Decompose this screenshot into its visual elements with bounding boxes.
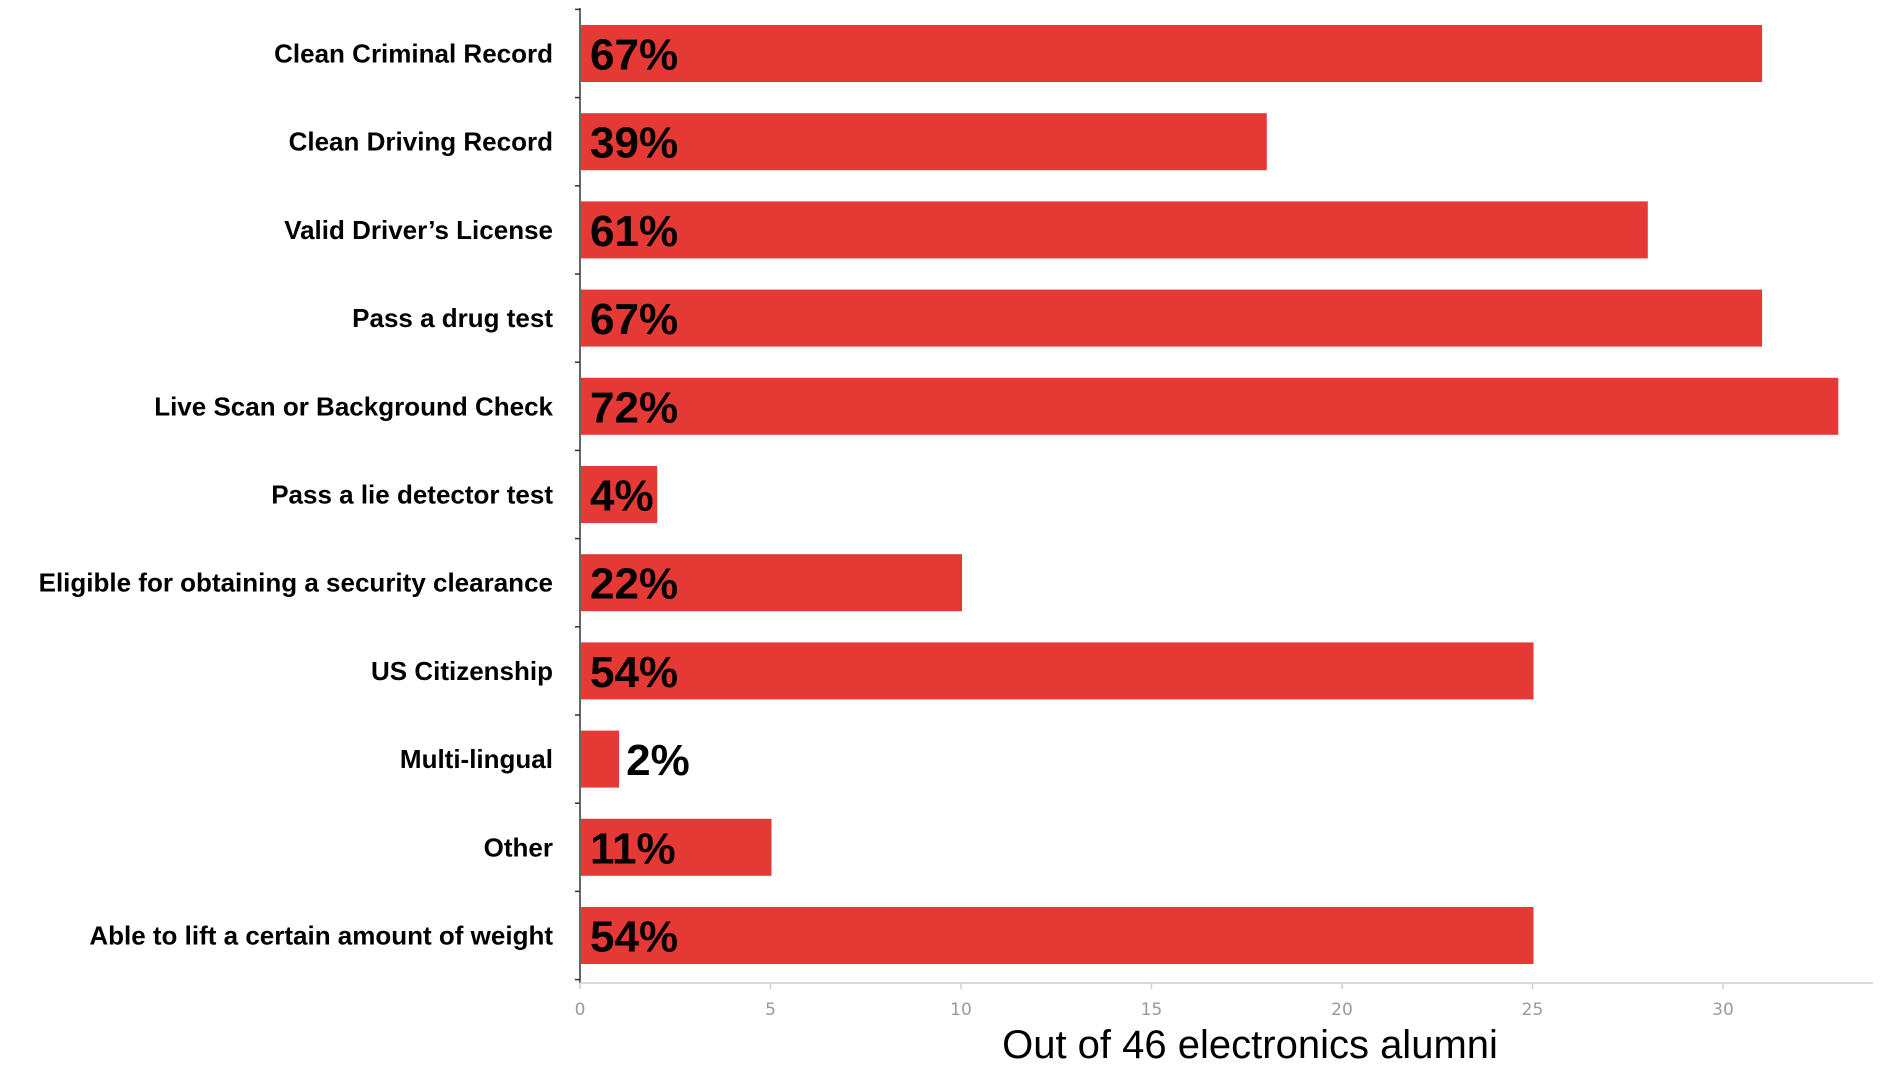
x-tick-label: 30 [1712,1000,1734,1020]
category-label: Eligible for obtaining a security cleara… [39,568,553,598]
category-label: Multi-lingual [400,744,553,774]
category-label: Live Scan or Background Check [154,391,553,421]
category-label: Pass a lie detector test [271,480,553,510]
data-label: 22% [590,560,678,609]
data-label: 54% [590,648,678,697]
bar [581,377,1839,435]
data-label: 67% [590,31,678,80]
data-label: 61% [590,207,678,256]
bar [581,730,620,788]
x-axis-title: Out of 46 electronics alumni [1002,1023,1498,1065]
x-axis-ticks: 0 5 10 15 20 25 30 [575,983,1734,1020]
category-label: Pass a drug test [352,303,553,333]
data-label: 4% [590,472,654,521]
x-tick-label: 15 [1141,1000,1163,1020]
category-label: Clean Driving Record [289,127,553,157]
data-label: 54% [590,913,678,962]
x-tick-label: 0 [575,1000,586,1020]
data-labels: 67% 39% 61% 67% 72% 4% 22% 54% 2% 11% 54% [590,31,690,962]
bar [581,466,658,523]
bar [581,554,962,612]
category-label: Other [484,832,553,862]
x-tick-label: 10 [950,1000,972,1020]
data-label: 39% [590,119,678,168]
category-label: US Citizenship [371,656,553,686]
bar [581,113,1267,171]
x-tick-label: 20 [1331,1000,1353,1020]
axes [575,8,1873,984]
x-tick-label: 5 [765,1000,776,1020]
x-tick-label: 25 [1522,1000,1544,1020]
bar [581,907,1534,964]
bar [581,289,1763,347]
data-label: 67% [590,295,678,344]
category-label: Able to lift a certain amount of weight [89,921,553,951]
data-label: 72% [590,383,678,432]
data-label: 11% [590,824,676,873]
category-label: Valid Driver’s License [284,215,553,245]
bar [581,642,1534,700]
category-label: Clean Criminal Record [274,39,553,69]
category-labels: Clean Criminal Record Clean Driving Recor… [39,39,554,951]
bar [581,818,772,876]
data-label: 2% [626,736,690,785]
bar [581,25,1763,82]
bars-layer [581,25,1839,964]
bar [581,201,1648,259]
